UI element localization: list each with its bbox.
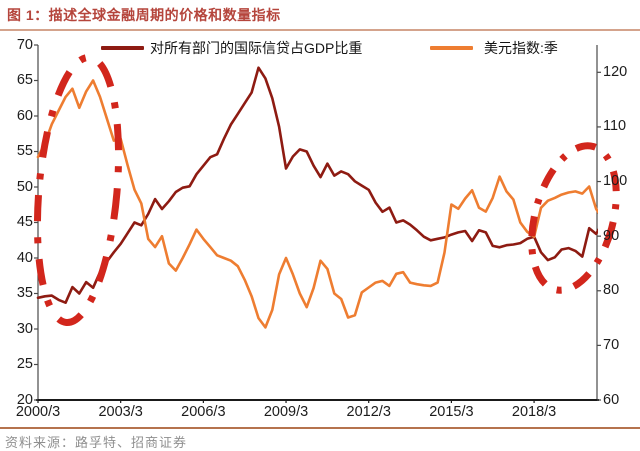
y-left-tick-label-30: 30 — [16, 320, 33, 337]
y-left-tick-label-55: 55 — [16, 143, 33, 159]
usd-index-line — [36, 79, 598, 329]
figure-title: 图 1：描述全球金融周期的价格和数量指标 — [7, 7, 281, 23]
y-left-tick-label-35: 35 — [16, 285, 33, 301]
y-right-tick-label-100: 100 — [603, 173, 628, 190]
chart-canvas — [33, 44, 620, 403]
y-right-tick-label-60: 60 — [603, 391, 620, 408]
y-left-tick-label-25: 25 — [16, 356, 33, 372]
y-left-tick-label-70: 70 — [16, 36, 33, 53]
annotation-highlight-2000-2003-dollar-peak — [33, 53, 123, 327]
y-left-tick-label-20: 20 — [16, 391, 33, 408]
y-left-tick-label-65: 65 — [16, 72, 33, 88]
y-right-tick-label-80: 80 — [603, 282, 620, 299]
y-right-tick-label-110: 110 — [603, 118, 627, 135]
y-left-tick-label-50: 50 — [16, 178, 33, 195]
title-divider — [0, 29, 640, 31]
legend-swatch-usd-line — [430, 46, 473, 50]
legend-swatch-credit-line — [101, 46, 144, 50]
credit-gdp-line — [36, 66, 598, 305]
legend-label-usd-index: 美元指数:季 — [484, 40, 558, 56]
legend-label-credit: 对所有部门的国际信贷占GDP比重 — [150, 40, 363, 56]
x-tick-label-2000-3: 2000/3 — [15, 404, 61, 420]
x-tick-label-2015-3: 2015/3 — [429, 404, 474, 420]
x-tick-label-2006-3: 2006/3 — [181, 404, 226, 420]
y-right-tick-label-90: 90 — [603, 227, 620, 244]
y-left-tick-label-60: 60 — [16, 107, 33, 124]
annotation-highlight-2018-2020-divergence — [528, 142, 620, 294]
x-tick-label-2018-3: 2018/3 — [511, 404, 557, 420]
x-tick-label-2009-3: 2009/3 — [263, 404, 309, 420]
y-right-tick-label-120: 120 — [603, 63, 628, 80]
source-divider — [0, 427, 640, 429]
x-tick-label-2003-3: 2003/3 — [98, 404, 143, 420]
chart-area: 对所有部门的国际信贷占GDP比重 美元指数:季 70 65 60 55 50 45 40 35… — [15, 36, 628, 421]
y-right-tick-label-70: 70 — [603, 336, 620, 353]
x-tick-label-2012-3: 2012/3 — [346, 404, 391, 420]
source-note: 资料来源：路孚特、招商证券 — [5, 435, 188, 450]
y-left-tick-label-40: 40 — [16, 249, 33, 266]
y-left-tick-label-45: 45 — [16, 214, 33, 230]
